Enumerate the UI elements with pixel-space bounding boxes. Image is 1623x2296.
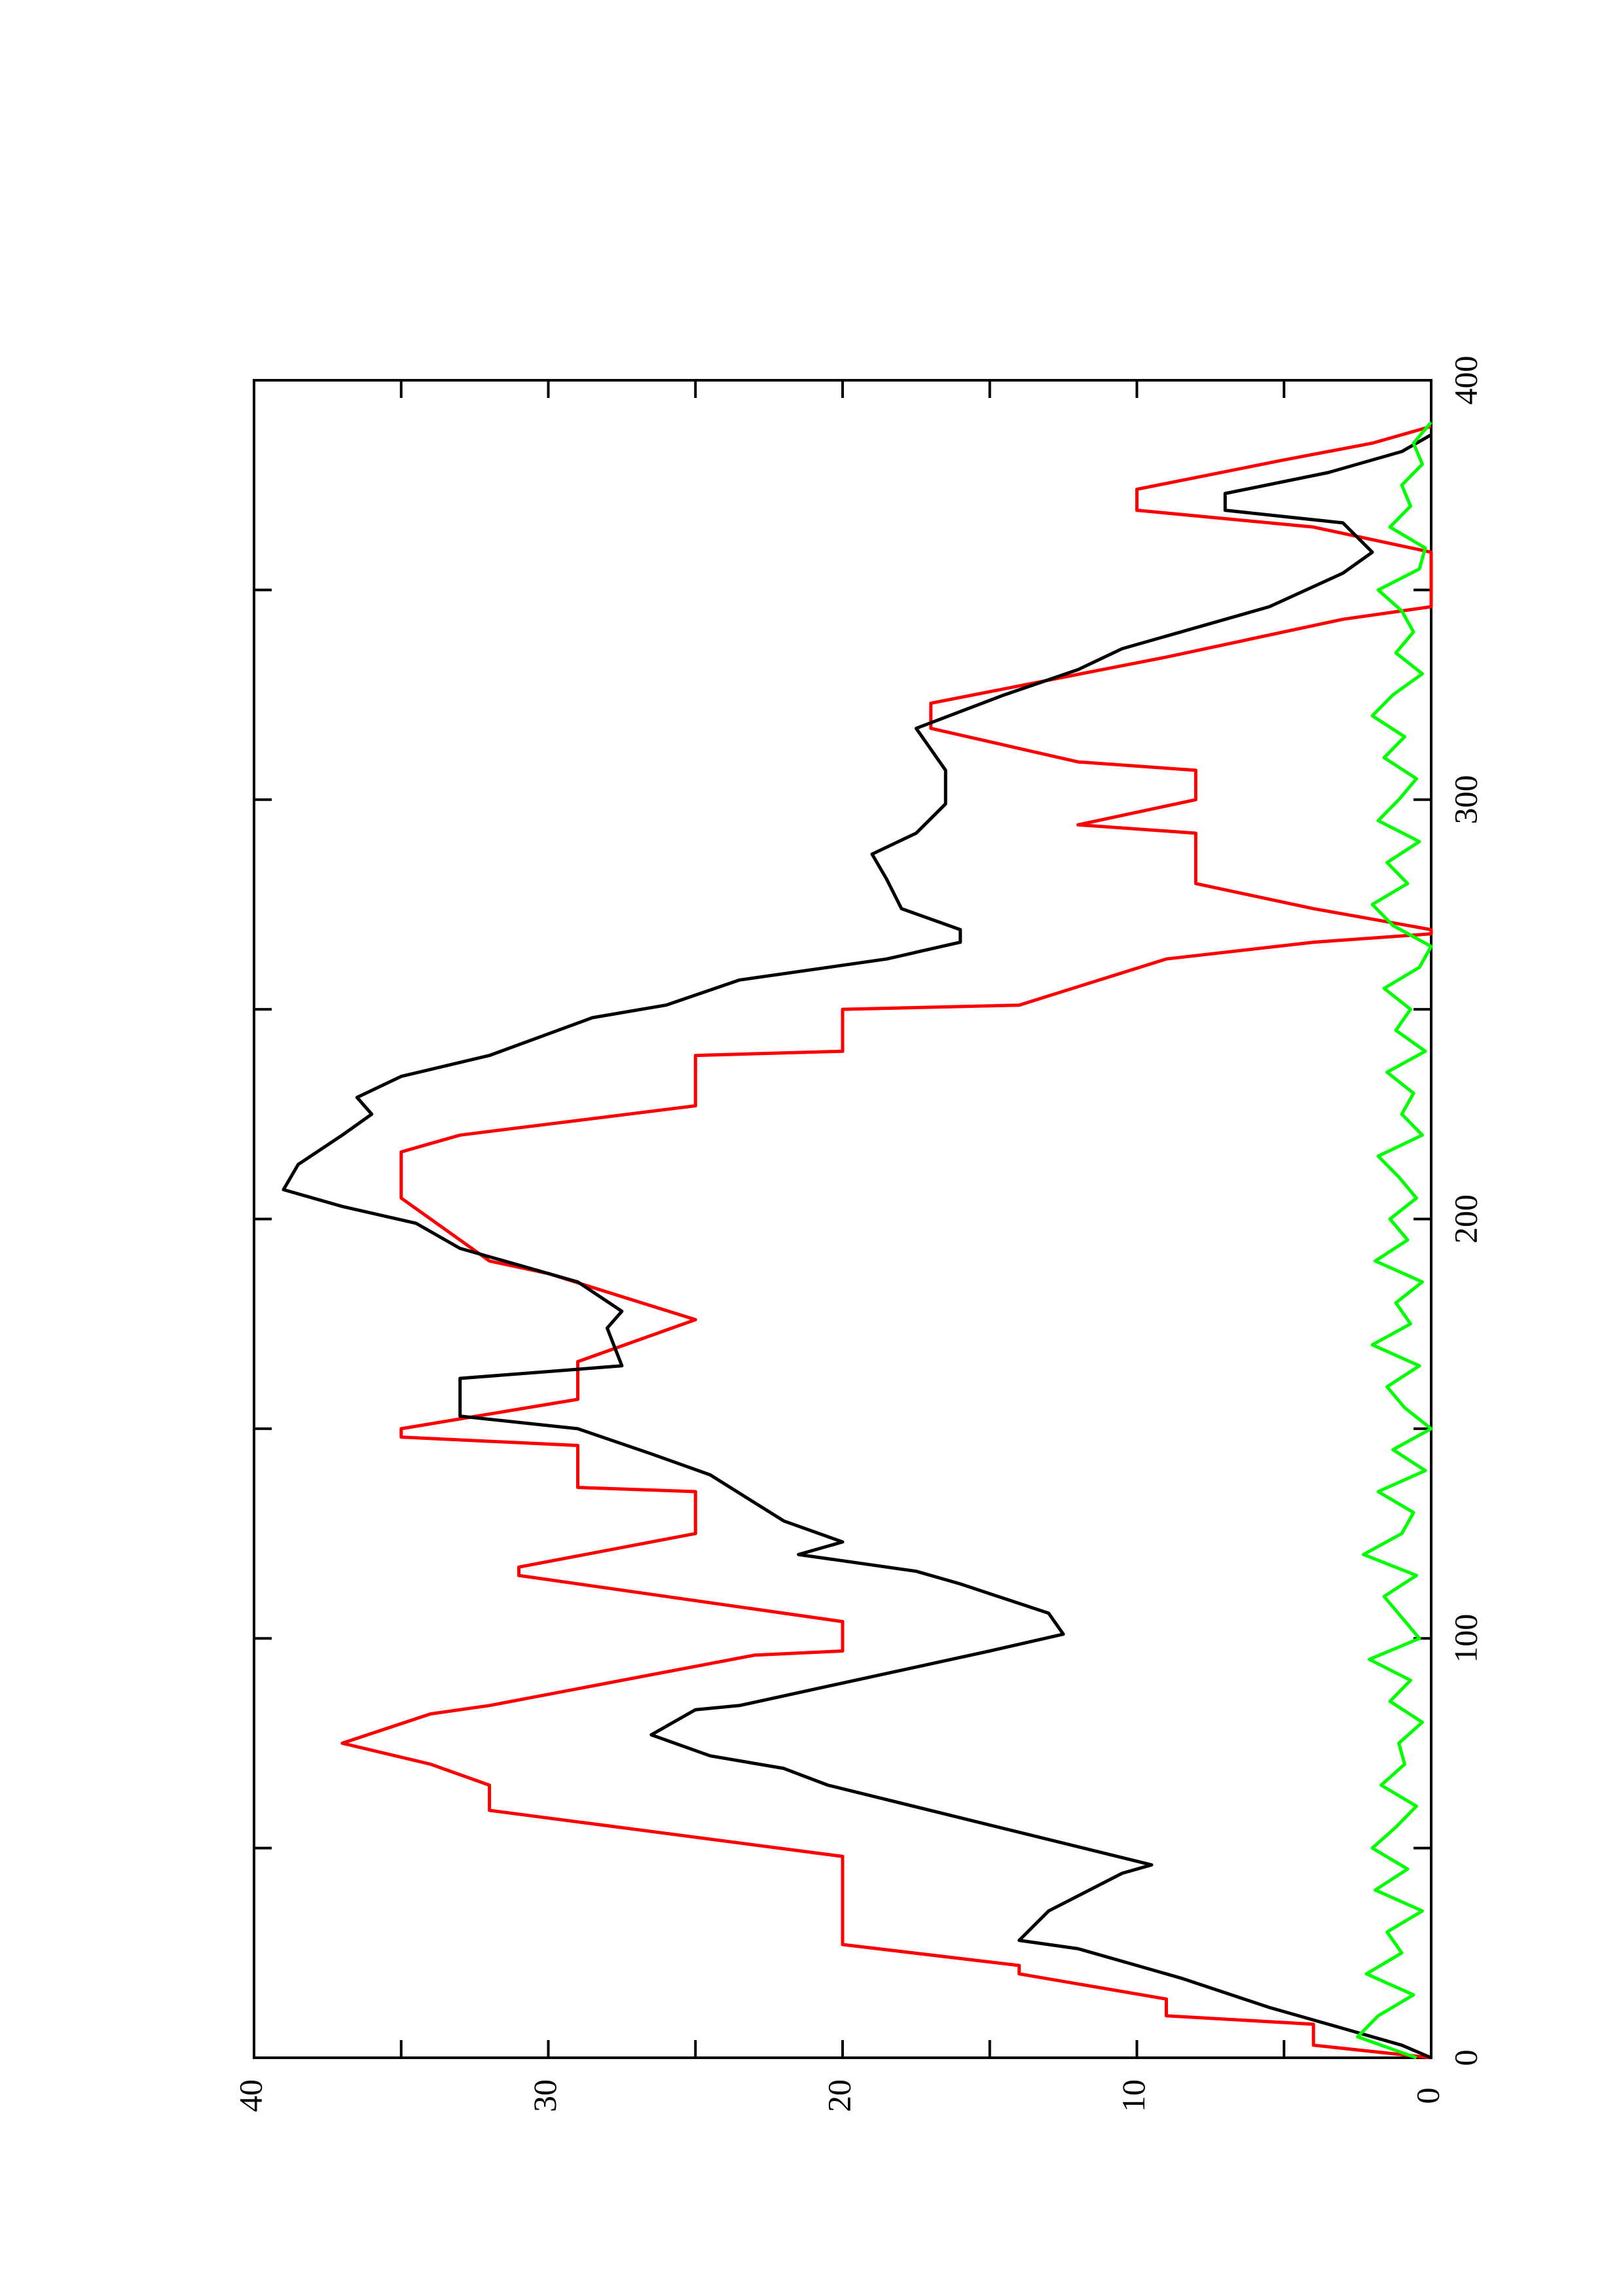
series-line xyxy=(1356,421,1433,2060)
y-tick-label: 20 xyxy=(820,2079,857,2112)
series-line xyxy=(282,433,1432,2060)
y-tick-label: 0 xyxy=(1409,2088,1446,2104)
x-tick-label: 0 xyxy=(1447,2050,1484,2066)
series-line xyxy=(340,425,1433,2060)
y-tick-label: 30 xyxy=(526,2079,563,2112)
x-tick-label: 100 xyxy=(1447,1614,1484,1663)
x-tick-label: 200 xyxy=(1447,1194,1484,1244)
x-tick-label: 400 xyxy=(1447,356,1484,405)
y-tick-label: 10 xyxy=(1115,2079,1152,2112)
x-tick-label: 300 xyxy=(1447,775,1484,824)
y-tick-label: 40 xyxy=(232,2079,268,2112)
